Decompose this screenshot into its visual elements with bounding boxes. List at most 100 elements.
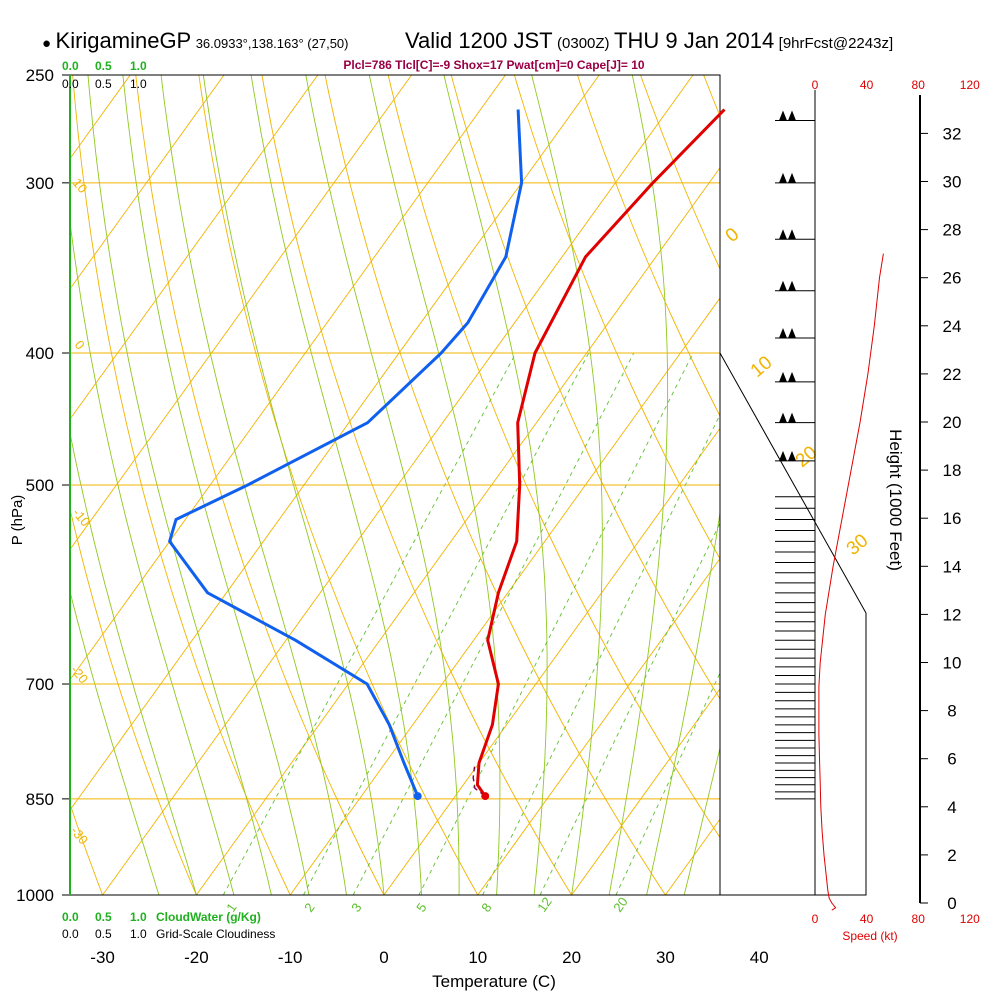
speed-scale-label: 40 — [860, 912, 874, 926]
wind-barb-pennant — [779, 412, 787, 423]
mixing-ratio-label: 5 — [413, 900, 429, 915]
cloudiness-scale-label: 1.0 — [130, 927, 147, 941]
valid-utc: (0300Z) — [557, 35, 610, 52]
dry-adiabat-line — [830, 75, 1000, 895]
mixing-ratio-line — [615, 672, 720, 895]
height-tick-label: 2 — [947, 846, 956, 865]
surface-dewpoint-marker — [413, 792, 422, 801]
valid-time-header: Valid 1200 JST (0300Z) THU 9 Jan 2014 [9… — [405, 28, 893, 54]
cloud-water-scale-label: 0.0 — [62, 910, 79, 924]
stability-indices: Plcl=786 Tlcl[C]=-9 Shox=17 Pwat[cm]=0 C… — [343, 58, 644, 72]
pressure-tick-label: 1000 — [16, 886, 54, 905]
mixing-ratio-line — [352, 352, 635, 895]
height-tick-label: 10 — [943, 654, 962, 673]
cloud-water-label: CloudWater (g/Kg) — [156, 910, 261, 924]
speed-scale-label: 40 — [860, 78, 874, 92]
height-tick-label: 4 — [947, 798, 956, 817]
speed-scale-label: 80 — [912, 912, 926, 926]
height-tick-label: 14 — [943, 557, 962, 576]
mixing-ratio-label: 3 — [348, 900, 364, 915]
cloudiness-scale-label: 0.5 — [95, 927, 112, 941]
temperature-tick-label: 10 — [468, 948, 487, 967]
valid-date: THU 9 Jan 2014 — [614, 28, 775, 53]
mixing-ratio-label: 20 — [610, 894, 631, 914]
pressure-tick-label: 500 — [26, 476, 54, 495]
wind-barb-pennant — [788, 280, 796, 291]
height-tick-label: 8 — [947, 702, 956, 721]
wind-barb-pennant — [779, 280, 787, 291]
moist-adiabat-line — [305, 75, 460, 895]
dry-adiabat-line — [956, 75, 1000, 895]
wind-barb-pennant — [788, 371, 796, 382]
wind-barb-pennant — [779, 110, 787, 121]
pressure-tick-label: 300 — [26, 174, 54, 193]
dry-adiabat-line — [640, 75, 720, 270]
mixing-ratio-label: 2 — [301, 900, 317, 915]
moist-adiabat-line — [160, 75, 347, 895]
wind-barb-pennant — [788, 328, 796, 339]
chart-header: ● KirigamineGP 36.0933°,138.163° (27,50) — [42, 28, 348, 54]
temperature-tick-label: 0 — [379, 948, 388, 967]
isotherm-line — [759, 75, 1000, 895]
cloudiness-scale-label: 0.0 — [62, 927, 79, 941]
station-name: KirigamineGP — [55, 28, 192, 53]
cloudiness-scale-label: 0.0 — [62, 77, 79, 91]
dry-adiabat-line — [70, 506, 197, 895]
station-coords: 36.0933°,138.163° (27,50) — [195, 36, 349, 51]
temperature-tick-label: -30 — [90, 948, 115, 967]
isotherm-line — [853, 75, 1000, 895]
wind-panel-boundary — [719, 352, 867, 896]
x-axis-label: Temperature (C) — [432, 972, 556, 991]
cloud-water-scale-label: 0.5 — [95, 59, 112, 73]
dry-adiabat-line — [0, 75, 9, 895]
temperature-tick-label: 40 — [750, 948, 769, 967]
speed-scale-label: 120 — [960, 78, 980, 92]
height-tick-label: 12 — [943, 605, 962, 624]
isotherm-label: 10 — [747, 352, 777, 382]
moist-adiabat-line — [87, 75, 272, 895]
mixing-ratio-label: 8 — [478, 900, 494, 915]
moist-adiabat-line — [70, 218, 235, 895]
moist-adiabat-line — [368, 75, 501, 895]
pressure-tick-label: 700 — [26, 675, 54, 694]
moist-adiabat-line — [250, 75, 422, 895]
moist-adiabat-line — [70, 430, 197, 895]
dry-adiabat-label: -10 — [70, 505, 94, 529]
wind-speed-profile-line — [818, 253, 884, 911]
forecast-tag: [9hrFcst@2243z] — [778, 35, 894, 52]
height-tick-label: 22 — [943, 365, 962, 384]
station-bullet: ● — [42, 35, 52, 52]
pressure-tick-label: 250 — [26, 66, 54, 85]
dry-adiabat-label: 0 — [72, 337, 88, 352]
temperature-tick-label: -10 — [278, 948, 303, 967]
dry-adiabat-label: -30 — [68, 823, 92, 847]
wind-barb-pennant — [779, 328, 787, 339]
isotherm-label: 30 — [843, 530, 873, 560]
dry-adiabat-label: 10 — [70, 175, 91, 196]
height-tick-label: 6 — [947, 750, 956, 769]
moist-adiabat-line — [646, 509, 720, 895]
moist-adiabat-line — [443, 75, 548, 895]
cloud-water-scale-label: 0.0 — [62, 59, 79, 73]
moist-adiabat-line — [531, 75, 603, 895]
isotherm-line — [477, 557, 720, 895]
isotherm-label: 20 — [792, 442, 822, 472]
speed-scale-label: 120 — [960, 912, 980, 926]
dry-adiabat-label: -20 — [68, 662, 92, 686]
surface-temperature-marker — [481, 792, 490, 801]
wind-barb-pennant — [788, 450, 796, 461]
wind-barb-pennant — [779, 172, 787, 183]
moist-adiabat-line — [202, 75, 385, 895]
moist-adiabat-line — [70, 589, 160, 895]
height-axis-label: Height (1000 Feet) — [886, 429, 905, 571]
dewpoint-profile-line — [168, 109, 524, 797]
wind-barb-pennant — [788, 110, 796, 121]
speed-scale-label: 0 — [812, 912, 819, 926]
moist-adiabat-line — [683, 746, 720, 895]
height-tick-label: 28 — [943, 221, 962, 240]
moist-adiabat-line — [122, 75, 310, 895]
valid-time: Valid 1200 JST — [405, 28, 553, 53]
height-tick-label: 0 — [947, 894, 956, 913]
